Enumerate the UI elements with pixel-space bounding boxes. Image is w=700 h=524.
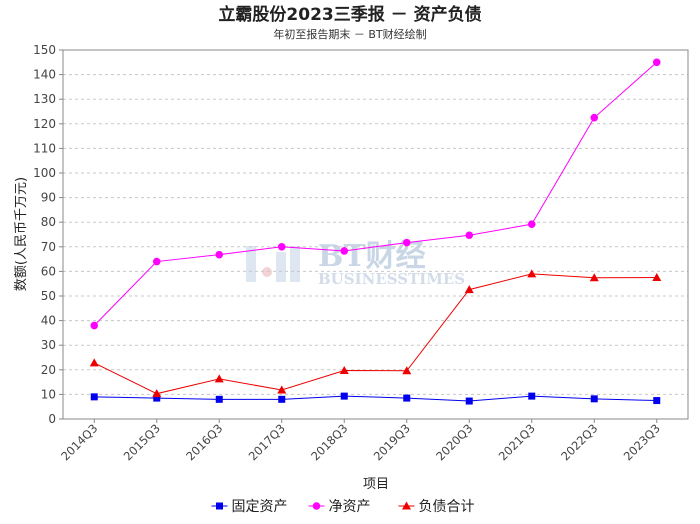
x-tick-label: 2023Q3 (621, 421, 663, 463)
y-tick-label: 80 (41, 215, 56, 229)
data-point (527, 220, 536, 228)
data-point (590, 395, 598, 403)
y-tick-label: 90 (41, 191, 56, 205)
legend-item: 固定资产 (211, 499, 288, 515)
data-point (90, 393, 98, 401)
data-point (340, 392, 348, 400)
data-point (90, 321, 99, 330)
legend-swatch-marker (216, 502, 223, 510)
data-point (465, 397, 473, 405)
data-point (465, 231, 474, 240)
data-point (152, 257, 161, 266)
x-axis: 2014Q3 2015Q3 2016Q3 2017Q3 2018Q3 2019Q3 2020… (58, 419, 663, 463)
x-tick-label: 2022Q3 (558, 421, 600, 463)
y-tick-label: 100 (33, 166, 56, 180)
watermark-logo-bar-3 (290, 246, 300, 282)
watermark-logo-bar-1 (246, 246, 256, 282)
data-point (214, 374, 224, 383)
data-point (215, 250, 224, 259)
legend-swatch-marker (402, 501, 411, 510)
legend-label: 负债合计 (419, 499, 475, 515)
y-tick-label: 0 (48, 412, 56, 426)
y-tick-label: 60 (41, 264, 56, 278)
plot-area (62, 49, 689, 420)
y-tick-label: 140 (33, 68, 56, 82)
watermark: BT财经 BUSINESSTIMES (246, 239, 465, 288)
x-tick-label: 2018Q3 (308, 421, 350, 463)
data-point (653, 397, 661, 405)
series-circle (90, 58, 661, 330)
watermark-logo-bar-2 (276, 252, 286, 282)
x-tick-label: 2020Q3 (433, 421, 475, 463)
x-tick-label: 2017Q3 (246, 421, 288, 463)
data-point (402, 238, 411, 247)
data-point (277, 385, 287, 394)
y-tick-label: 130 (33, 92, 56, 106)
series-line (93, 61, 658, 326)
x-tick-label: 2019Q3 (371, 421, 413, 463)
data-point (652, 273, 662, 282)
data-point (464, 285, 474, 294)
legend-label: 固定资产 (232, 499, 288, 515)
y-tick-label: 50 (41, 289, 56, 303)
data-point (402, 366, 412, 375)
gridlines (63, 74, 688, 395)
x-axis-label: 项目 (363, 477, 389, 492)
legend-label: 净资产 (329, 499, 371, 515)
y-tick-label: 120 (33, 117, 56, 131)
series-line (94, 273, 657, 395)
series-line (94, 395, 657, 402)
x-tick-label: 2014Q3 (58, 421, 100, 463)
data-point (652, 58, 661, 67)
series-square (90, 392, 661, 405)
y-axis: 0 10 20 30 40 50 60 70 80 90 100 110 120 130 140 150 (33, 43, 63, 426)
data-point (215, 395, 223, 403)
x-tick-label: 2021Q3 (496, 421, 538, 463)
data-point (340, 247, 349, 255)
y-tick-label: 20 (41, 363, 56, 377)
chart-title: 立霸股份2023三季报 － 资产负债 (218, 4, 481, 25)
data-point (589, 273, 599, 282)
data-point (403, 394, 411, 402)
x-tick-label: 2016Q3 (183, 421, 225, 463)
x-tick-label: 2015Q3 (121, 421, 163, 463)
series-triangle (89, 269, 662, 398)
y-tick-label: 30 (41, 338, 56, 352)
data-point (277, 243, 286, 251)
y-tick-label: 10 (41, 387, 56, 401)
y-tick-label: 40 (41, 314, 56, 328)
data-point (278, 395, 286, 403)
series (89, 58, 662, 405)
legend-item: 负债合计 (398, 499, 475, 515)
chart-subtitle: 年初至报告期末 － BT财经绘制 (273, 27, 426, 41)
y-tick-label: 110 (33, 141, 56, 155)
legend-item: 净资产 (308, 499, 371, 515)
y-tick-label: 150 (33, 43, 56, 57)
data-point (89, 358, 99, 367)
data-point (339, 366, 349, 375)
y-axis-label: 数额(人民币千万元) (14, 177, 29, 291)
legend: 固定资产 净资产 负债合计 (211, 499, 475, 515)
data-point (527, 269, 537, 278)
data-point (152, 389, 162, 398)
data-point (153, 394, 161, 402)
watermark-tagline: BUSINESSTIMES (318, 270, 465, 288)
watermark-logo-dot (262, 267, 272, 277)
y-tick-label: 70 (41, 240, 56, 254)
data-point (590, 113, 599, 122)
data-point (528, 392, 536, 400)
legend-swatch-marker (312, 502, 321, 510)
